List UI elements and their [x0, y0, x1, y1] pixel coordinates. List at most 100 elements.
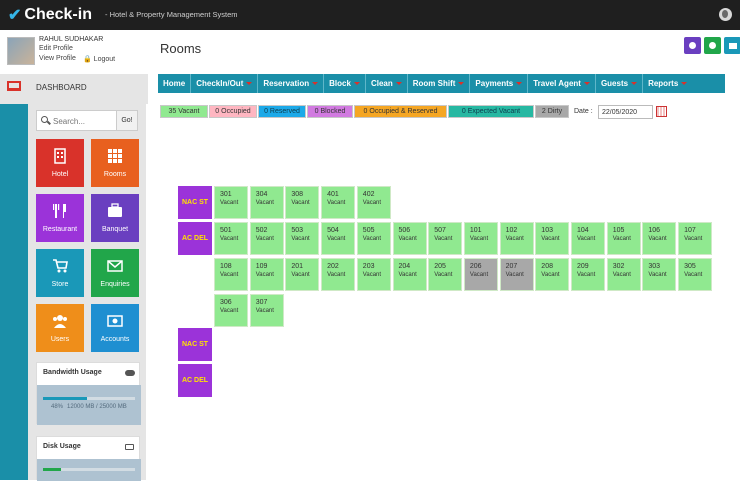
legend-expected-vacant[interactable]: 0 Expected Vacant	[448, 105, 534, 118]
tile-store[interactable]: Store	[36, 249, 84, 297]
nav-room-shift[interactable]: Room Shift	[408, 74, 471, 93]
tile-restaurant[interactable]: Restaurant	[36, 194, 84, 242]
tile-banquet[interactable]: Banquet	[91, 194, 139, 242]
room-cell[interactable]: 302 Vacant	[606, 258, 641, 291]
page-title: Rooms	[160, 41, 202, 56]
room-cell[interactable]: 401 Vacant	[321, 186, 356, 219]
nav-guests[interactable]: Guests	[596, 74, 644, 93]
room-cell[interactable]: 308 Vacant	[285, 186, 320, 219]
nav-reservation[interactable]: Reservation	[258, 74, 325, 93]
room-cell[interactable]: 102 Vacant	[499, 222, 534, 255]
room-cell[interactable]: 503 Vacant	[285, 222, 320, 255]
building-icon	[52, 148, 68, 164]
nav-travel-agent[interactable]: Travel Agent	[528, 74, 596, 93]
bandwidth-widget: Bandwidth Usage 48% 12000 MB / 25000 MB	[36, 362, 141, 425]
room-cell[interactable]: 501 Vacant	[214, 222, 248, 255]
room-cell[interactable]: 106 Vacant	[642, 222, 677, 255]
room-number: 502	[255, 227, 268, 234]
nav-clean[interactable]: Clean	[366, 74, 408, 93]
legend-vacant[interactable]: 35 Vacant	[160, 105, 208, 118]
nav-checkin-out[interactable]: CheckIn/Out	[191, 74, 259, 93]
legend-reserved[interactable]: 0 Reserved	[258, 105, 306, 118]
legend-occupied[interactable]: 0 Occupied	[209, 105, 257, 118]
room-cell[interactable]: 502 Vacant	[249, 222, 284, 255]
nav-home[interactable]: Home	[158, 74, 192, 93]
signout-button[interactable]	[724, 37, 740, 54]
room-number: 205	[434, 263, 446, 270]
hdd-icon	[125, 444, 134, 450]
room-cell[interactable]: 301 Vacant	[214, 186, 248, 219]
search-input[interactable]	[53, 114, 117, 128]
room-status: Vacant	[291, 236, 310, 242]
room-cell[interactable]: 108 Vacant	[214, 258, 248, 291]
briefcase-icon	[107, 203, 123, 219]
room-cell[interactable]: 109 Vacant	[249, 258, 284, 291]
mail-icon	[107, 258, 123, 274]
room-cell[interactable]: 207 Vacant	[499, 258, 534, 291]
room-cell[interactable]: 105 Vacant	[606, 222, 641, 255]
user-button[interactable]	[684, 37, 701, 54]
calendar-icon[interactable]	[656, 106, 667, 117]
nav-reports[interactable]: Reports	[643, 74, 692, 93]
room-cell[interactable]: 506 Vacant	[392, 222, 427, 255]
nav-label: Reports	[648, 79, 679, 88]
room-cell[interactable]: 103 Vacant	[535, 222, 570, 255]
room-cell[interactable]: 303 Vacant	[642, 258, 677, 291]
logout-link[interactable]: 🔒 Logout	[83, 55, 115, 63]
search-icon	[41, 116, 48, 123]
room-cell[interactable]: 402 Vacant	[356, 186, 391, 219]
tile-hotel[interactable]: Hotel	[36, 139, 84, 187]
edit-profile-link[interactable]: Edit Profile	[39, 45, 73, 52]
room-cell[interactable]: 209 Vacant	[571, 258, 605, 291]
room-cell[interactable]: 208 Vacant	[535, 258, 570, 291]
logout-icon	[728, 42, 737, 49]
room-status: Vacant	[541, 236, 560, 242]
caret-down-icon	[353, 82, 360, 85]
room-cell[interactable]: 505 Vacant	[356, 222, 391, 255]
room-cell[interactable]: 203 Vacant	[356, 258, 391, 291]
room-cell[interactable]: 204 Vacant	[392, 258, 427, 291]
room-number: 108	[220, 263, 232, 270]
room-status: Vacant	[541, 272, 560, 278]
globe-icon[interactable]	[719, 8, 732, 21]
room-cell[interactable]: 107 Vacant	[678, 222, 713, 255]
room-cell[interactable]: 307 Vacant	[249, 294, 284, 327]
room-status: Vacant	[362, 200, 382, 206]
legend-blocked[interactable]: 0 Blocked	[307, 105, 353, 118]
room-number: 203	[362, 263, 375, 270]
room-number: 201	[291, 263, 304, 270]
tile-users[interactable]: Users	[36, 304, 84, 352]
caret-down-icon	[458, 82, 465, 85]
legend-dirty[interactable]: 2 Dirty	[535, 105, 569, 118]
app-logo[interactable]: ✔ Check-in	[8, 5, 92, 25]
disk-title: Disk Usage	[43, 443, 81, 450]
dashboard-menu-item[interactable]	[0, 74, 148, 104]
search-go-button[interactable]: Go!	[116, 110, 138, 131]
logout-label: Logout	[93, 56, 116, 63]
tile-rooms[interactable]: Rooms	[91, 139, 139, 187]
date-input[interactable]	[598, 105, 653, 119]
room-cell[interactable]: 504 Vacant	[321, 222, 356, 255]
tile-enquiries[interactable]: Enquiries	[91, 249, 139, 297]
nav-payments[interactable]: Payments	[470, 74, 529, 93]
room-cell[interactable]: 306 Vacant	[214, 294, 248, 327]
room-cell[interactable]: 305 Vacant	[678, 258, 713, 291]
settings-icon	[709, 42, 716, 49]
room-cell[interactable]: 205 Vacant	[428, 258, 463, 291]
money-icon	[107, 313, 123, 329]
room-cell[interactable]: 201 Vacant	[285, 258, 320, 291]
room-cell[interactable]: 507 Vacant	[428, 222, 463, 255]
room-cell[interactable]: 101 Vacant	[463, 222, 498, 255]
tile-accounts[interactable]: Accounts	[91, 304, 139, 352]
avatar[interactable]	[7, 37, 35, 65]
room-cell[interactable]: 202 Vacant	[321, 258, 356, 291]
room-cell[interactable]: 206 Vacant	[463, 258, 498, 291]
view-profile-link[interactable]: View Profile	[39, 55, 76, 62]
nav-block[interactable]: Block	[324, 74, 366, 93]
legend-occupied-reserved[interactable]: 0 Occupied & Reserved	[354, 105, 447, 118]
tile-label: Banquet	[101, 226, 129, 233]
room-cell[interactable]: 304 Vacant	[249, 186, 284, 219]
room-cell[interactable]: 104 Vacant	[571, 222, 605, 255]
room-number: 104	[577, 227, 589, 234]
settings-button[interactable]	[704, 37, 721, 54]
